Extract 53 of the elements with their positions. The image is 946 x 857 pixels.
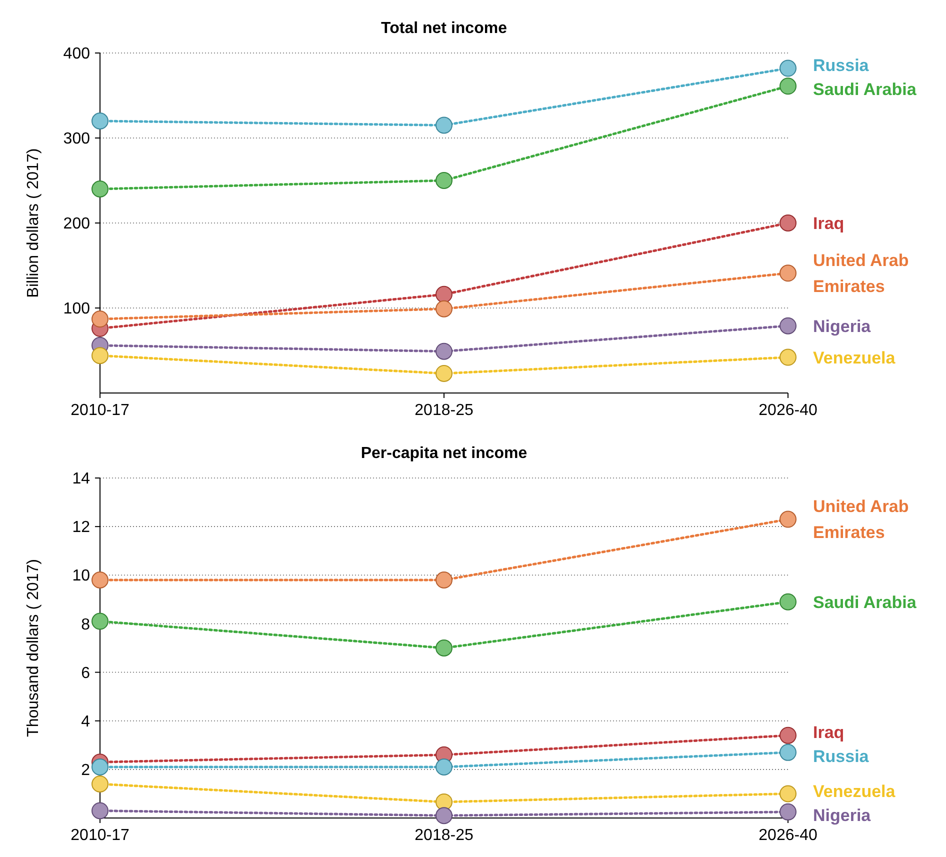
point <box>92 180 108 198</box>
y-tick-label: 2 <box>81 762 90 780</box>
y-tick-label: 400 <box>63 46 90 63</box>
y-tick-label: 10 <box>72 568 90 585</box>
y-tick-label: 4 <box>81 713 90 730</box>
x-tick-label: 2010-17 <box>70 827 130 844</box>
x-tick-label: 2026-40 <box>758 827 818 844</box>
series-label: Iraq <box>813 722 844 742</box>
point <box>92 758 108 776</box>
series-label: Russia <box>813 56 870 76</box>
y-tick-label: 300 <box>63 130 90 148</box>
point <box>780 317 796 334</box>
series-label: Saudi Arabia <box>813 592 917 612</box>
chart-title: Total net income <box>381 20 508 37</box>
y-tick-label: 6 <box>81 664 90 682</box>
point <box>92 612 108 630</box>
y-tick-label: 200 <box>63 216 90 233</box>
x-tick-label: 2010-17 <box>70 402 130 419</box>
series-label: Russia <box>813 746 870 766</box>
point <box>780 78 796 95</box>
x-tick-label: 2026-40 <box>758 402 818 419</box>
series-label: Venezuela <box>813 348 896 368</box>
y-tick-label: 100 <box>63 300 90 318</box>
series-label: Iraq <box>813 214 844 233</box>
y-tick-label: 8 <box>81 616 90 634</box>
point <box>780 60 796 77</box>
y-tick-label: 14 <box>72 470 90 488</box>
point <box>92 112 108 130</box>
y-tick-label: 12 <box>72 519 90 536</box>
series-label: Saudi Arabia <box>813 80 917 100</box>
point <box>436 342 452 360</box>
point <box>436 640 452 656</box>
chart-title: Per-capita net income <box>360 445 528 462</box>
point <box>436 116 452 134</box>
series-label: Venezuela <box>813 782 896 801</box>
point <box>436 286 452 303</box>
point <box>780 744 796 761</box>
point <box>436 172 452 189</box>
point <box>780 593 796 610</box>
point <box>780 803 796 820</box>
point <box>780 214 796 232</box>
y-axis-title: Billion dollars ( 2017) <box>25 148 42 298</box>
point <box>92 802 108 820</box>
point <box>436 807 452 824</box>
point <box>780 726 796 744</box>
x-tick-label: 2018-25 <box>414 827 474 844</box>
series-label: United Arab Emirates <box>813 497 909 542</box>
x-tick-label: 2018-25 <box>414 402 474 419</box>
point <box>436 758 452 776</box>
series-label: Nigeria <box>813 316 872 336</box>
series-label: Nigeria <box>813 806 872 825</box>
y-axis-title: Thousand dollars ( 2017) <box>25 559 42 737</box>
series-label: United Arab Emirates <box>813 251 909 296</box>
